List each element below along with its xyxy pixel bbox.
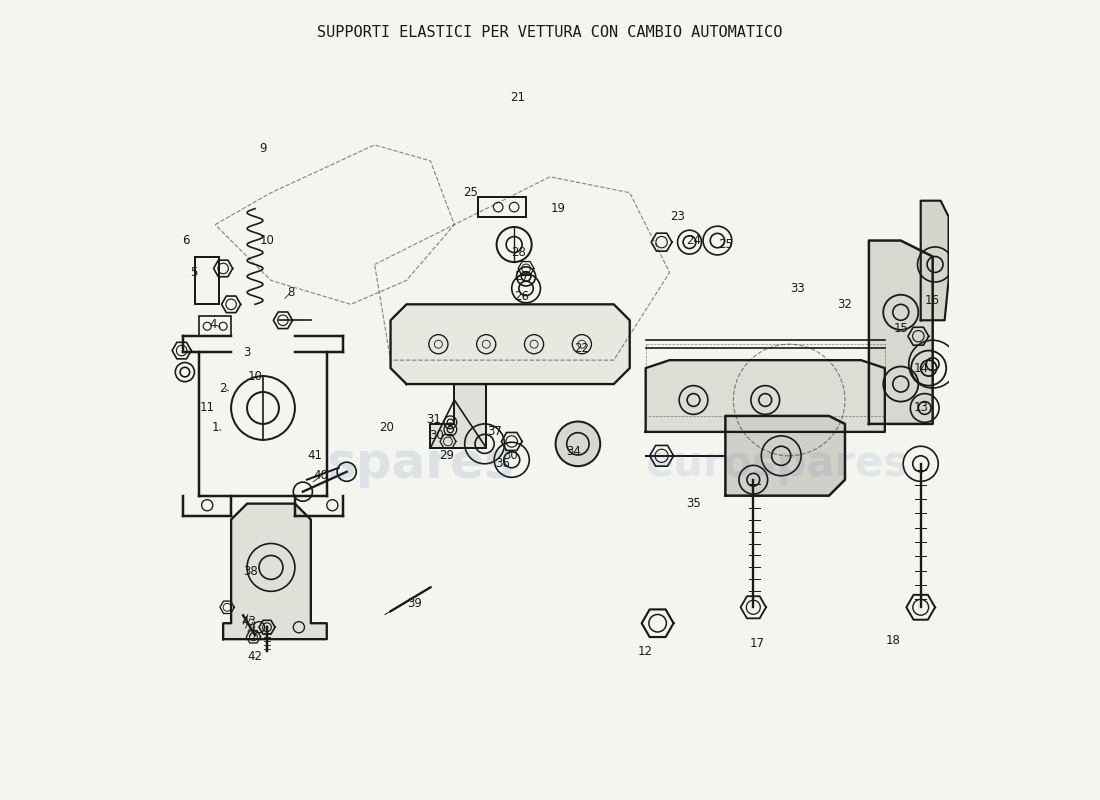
Text: 15: 15: [893, 322, 909, 334]
Text: 27: 27: [515, 270, 529, 283]
Text: 28: 28: [510, 246, 526, 259]
Text: 8: 8: [287, 286, 295, 299]
Text: 43: 43: [241, 615, 256, 628]
Circle shape: [496, 227, 531, 262]
Circle shape: [556, 422, 601, 466]
Polygon shape: [390, 304, 629, 384]
Text: 31: 31: [426, 414, 441, 426]
Text: 21: 21: [510, 90, 526, 103]
Text: 9: 9: [260, 142, 266, 155]
Text: 24: 24: [686, 234, 701, 247]
Polygon shape: [921, 201, 948, 320]
Text: 26: 26: [515, 290, 529, 303]
Text: 18: 18: [886, 634, 900, 647]
Text: 23: 23: [670, 210, 685, 223]
Text: 11: 11: [200, 402, 214, 414]
Text: eurospares: eurospares: [646, 442, 909, 485]
Text: 3: 3: [243, 346, 251, 358]
Text: 37: 37: [487, 426, 502, 438]
Polygon shape: [430, 384, 486, 448]
Text: 4: 4: [210, 318, 218, 330]
Text: 16: 16: [925, 294, 940, 307]
Text: 35: 35: [686, 497, 701, 510]
Text: 40: 40: [314, 470, 329, 482]
Circle shape: [512, 274, 540, 302]
Text: 25: 25: [463, 186, 477, 199]
Text: 2: 2: [219, 382, 227, 394]
Polygon shape: [725, 416, 845, 496]
Text: 33: 33: [790, 282, 804, 295]
Bar: [199, 316, 231, 336]
Text: 36: 36: [495, 458, 509, 470]
Text: 10: 10: [260, 234, 274, 247]
Text: 10: 10: [248, 370, 263, 382]
Text: 25: 25: [718, 238, 733, 251]
Text: spares: spares: [327, 440, 515, 488]
Text: 30: 30: [429, 430, 444, 442]
Text: 39: 39: [407, 597, 422, 610]
Text: 5: 5: [190, 266, 197, 279]
Text: 30: 30: [503, 450, 517, 462]
Text: 1: 1: [211, 422, 219, 434]
Polygon shape: [869, 241, 933, 424]
Text: 14: 14: [913, 362, 928, 374]
Text: 38: 38: [244, 565, 258, 578]
Polygon shape: [223, 504, 327, 639]
Text: 41: 41: [307, 450, 322, 462]
Polygon shape: [646, 360, 884, 432]
Circle shape: [231, 376, 295, 440]
Text: 32: 32: [837, 298, 852, 311]
Text: 22: 22: [574, 342, 590, 354]
Text: 20: 20: [379, 422, 394, 434]
Text: 29: 29: [439, 450, 454, 462]
Bar: [478, 197, 526, 217]
Text: 19: 19: [550, 202, 565, 215]
Text: 34: 34: [566, 446, 582, 458]
Text: 6: 6: [182, 234, 189, 247]
Text: SUPPORTI ELASTICI PER VETTURA CON CAMBIO AUTOMATICO: SUPPORTI ELASTICI PER VETTURA CON CAMBIO…: [317, 26, 783, 40]
Text: 17: 17: [750, 637, 764, 650]
Text: 12: 12: [638, 645, 653, 658]
Text: 42: 42: [248, 650, 263, 663]
Text: 13: 13: [913, 402, 928, 414]
